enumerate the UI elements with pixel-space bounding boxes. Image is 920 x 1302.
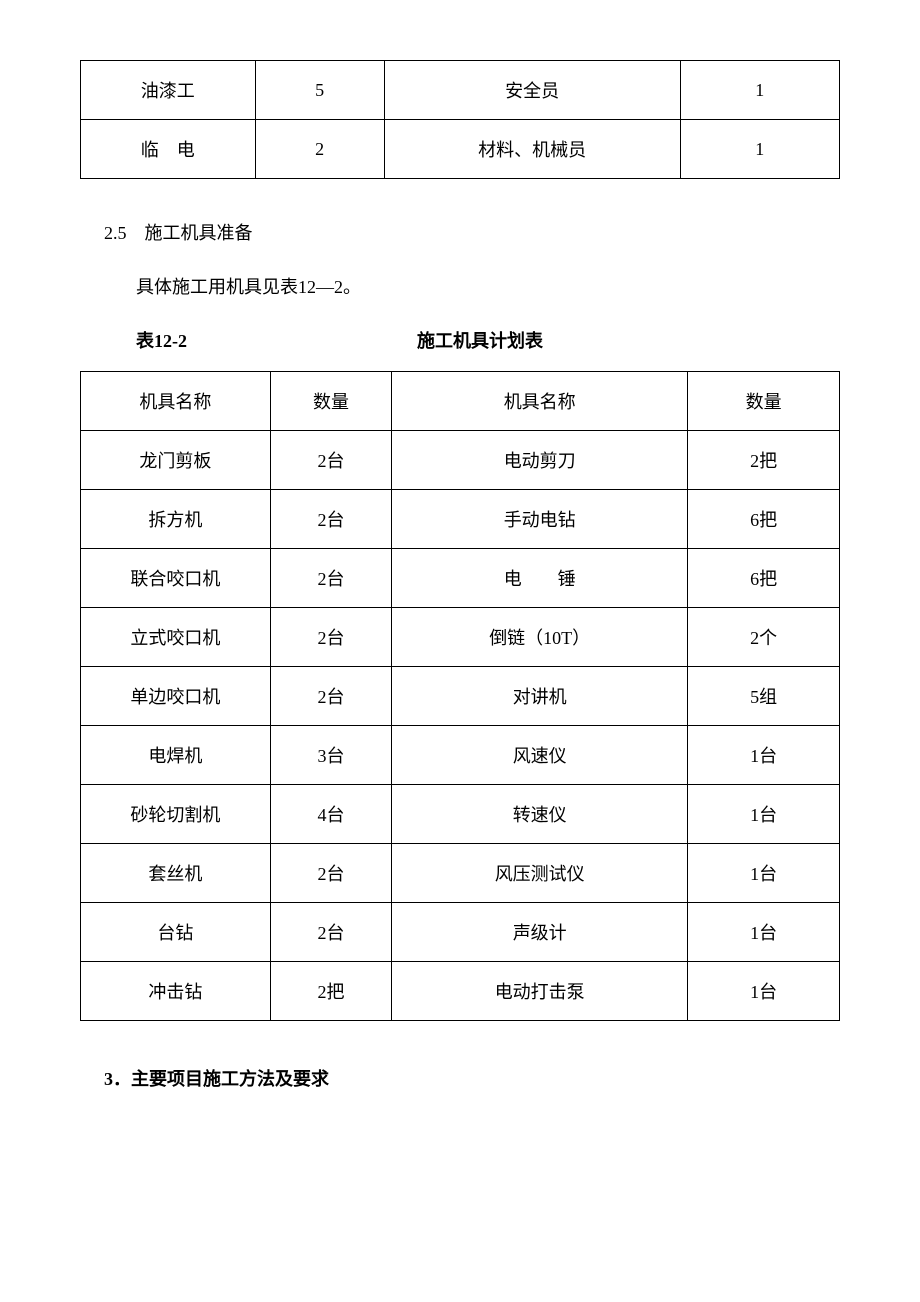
table-row: 冲击钻 2把 电动打击泵 1台 [81, 962, 840, 1021]
cell-name: 对讲机 [392, 667, 688, 726]
section-2-5-body: 具体施工用机具见表12—2。 [80, 273, 840, 299]
cell-name: 立式咬口机 [81, 608, 271, 667]
cell-role: 材料、机械员 [384, 120, 680, 179]
table-row: 单边咬口机 2台 对讲机 5组 [81, 667, 840, 726]
cell-qty: 2个 [688, 608, 840, 667]
cell-qty: 2台 [270, 844, 391, 903]
cell-role: 临 电 [81, 120, 256, 179]
header-qty: 数量 [270, 372, 391, 431]
cell-qty: 5组 [688, 667, 840, 726]
section-3-heading: 3．主要项目施工方法及要求 [80, 1065, 840, 1091]
cell-qty: 2台 [270, 608, 391, 667]
cell-qty: 3台 [270, 726, 391, 785]
header-qty: 数量 [688, 372, 840, 431]
cell-name: 手动电钻 [392, 490, 688, 549]
cell-name: 冲击钻 [81, 962, 271, 1021]
cell-name: 台钻 [81, 903, 271, 962]
cell-name: 倒链（10T） [392, 608, 688, 667]
cell-name: 转速仪 [392, 785, 688, 844]
table-row: 拆方机 2台 手动电钻 6把 [81, 490, 840, 549]
table-title: 施工机具计划表 [417, 327, 543, 353]
cell-qty: 2把 [270, 962, 391, 1021]
cell-qty: 1台 [688, 903, 840, 962]
table-number: 表12-2 [136, 327, 187, 353]
cell-count: 1 [680, 61, 839, 120]
cell-name: 砂轮切割机 [81, 785, 271, 844]
table-row: 砂轮切割机 4台 转速仪 1台 [81, 785, 840, 844]
cell-qty: 2台 [270, 431, 391, 490]
cell-count: 2 [255, 120, 384, 179]
cell-name: 套丝机 [81, 844, 271, 903]
equipment-table-body: 机具名称 数量 机具名称 数量 龙门剪板 2台 电动剪刀 2把 拆方机 2台 手… [81, 372, 840, 1021]
table-12-2-caption: 表12-2 施工机具计划表 [80, 327, 840, 353]
cell-name: 龙门剪板 [81, 431, 271, 490]
header-name: 机具名称 [81, 372, 271, 431]
cell-role: 油漆工 [81, 61, 256, 120]
cell-qty: 1台 [688, 962, 840, 1021]
cell-name: 电动打击泵 [392, 962, 688, 1021]
cell-name: 声级计 [392, 903, 688, 962]
table-row: 临 电 2 材料、机械员 1 [81, 120, 840, 179]
cell-name: 风速仪 [392, 726, 688, 785]
cell-qty: 4台 [270, 785, 391, 844]
cell-name: 风压测试仪 [392, 844, 688, 903]
cell-name: 联合咬口机 [81, 549, 271, 608]
cell-qty: 6把 [688, 490, 840, 549]
section-2-5-heading: 2.5 施工机具准备 [80, 219, 840, 245]
header-name: 机具名称 [392, 372, 688, 431]
cell-qty: 2台 [270, 549, 391, 608]
personnel-table-partial: 油漆工 5 安全员 1 临 电 2 材料、机械员 1 [80, 60, 840, 179]
equipment-table: 机具名称 数量 机具名称 数量 龙门剪板 2台 电动剪刀 2把 拆方机 2台 手… [80, 371, 840, 1021]
cell-qty: 1台 [688, 785, 840, 844]
table-row: 台钻 2台 声级计 1台 [81, 903, 840, 962]
table-row: 龙门剪板 2台 电动剪刀 2把 [81, 431, 840, 490]
table-row: 套丝机 2台 风压测试仪 1台 [81, 844, 840, 903]
cell-name: 电动剪刀 [392, 431, 688, 490]
table-header-row: 机具名称 数量 机具名称 数量 [81, 372, 840, 431]
cell-count: 5 [255, 61, 384, 120]
cell-count: 1 [680, 120, 839, 179]
personnel-table-body: 油漆工 5 安全员 1 临 电 2 材料、机械员 1 [81, 61, 840, 179]
cell-qty: 1台 [688, 844, 840, 903]
cell-qty: 2台 [270, 903, 391, 962]
table-row: 联合咬口机 2台 电 锤 6把 [81, 549, 840, 608]
cell-qty: 2台 [270, 667, 391, 726]
cell-qty: 2台 [270, 490, 391, 549]
table-row: 油漆工 5 安全员 1 [81, 61, 840, 120]
cell-name: 单边咬口机 [81, 667, 271, 726]
cell-role: 安全员 [384, 61, 680, 120]
cell-name: 电焊机 [81, 726, 271, 785]
cell-qty: 2把 [688, 431, 840, 490]
cell-name: 拆方机 [81, 490, 271, 549]
cell-name: 电 锤 [392, 549, 688, 608]
table-row: 电焊机 3台 风速仪 1台 [81, 726, 840, 785]
cell-qty: 6把 [688, 549, 840, 608]
table-row: 立式咬口机 2台 倒链（10T） 2个 [81, 608, 840, 667]
cell-qty: 1台 [688, 726, 840, 785]
